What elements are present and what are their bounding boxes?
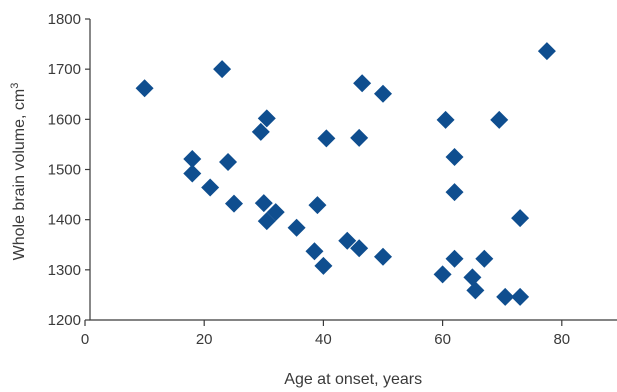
y-tick-label: 1400: [48, 212, 81, 229]
data-point: [219, 152, 238, 171]
x-axis-ticks: 0 20 40 60 80: [81, 320, 570, 348]
data-point: [305, 242, 324, 261]
y-tick-label: 1200: [48, 312, 81, 329]
data-point: [466, 281, 485, 300]
y-tick-label: 1300: [48, 262, 81, 279]
data-point: [183, 164, 202, 183]
y-tick-label: 1500: [48, 162, 81, 179]
x-tick-label: 40: [315, 331, 332, 348]
data-points: [135, 42, 556, 306]
data-point: [445, 183, 464, 202]
chart-axes-frame: [89, 19, 617, 321]
data-point: [266, 203, 285, 222]
data-point: [374, 84, 392, 103]
data-point: [445, 147, 464, 166]
data-point: [475, 249, 494, 268]
data-point: [463, 268, 482, 287]
data-point: [374, 247, 392, 266]
x-tick-label: 0: [81, 331, 89, 348]
data-point: [135, 79, 154, 98]
data-point: [433, 265, 452, 284]
data-point: [338, 231, 357, 250]
y-axis-label-text: Whole brain volume, cm: [11, 89, 28, 261]
data-point: [213, 60, 232, 79]
data-point: [257, 109, 276, 128]
data-point: [308, 196, 327, 215]
data-point: [511, 287, 530, 306]
y-axis-label: Whole brain volume, cm3: [9, 83, 28, 261]
data-point: [201, 178, 220, 197]
y-axis-label-superscript: 3: [9, 83, 21, 89]
data-point: [254, 194, 273, 213]
y-tick-label: 1700: [48, 61, 81, 78]
x-axis-label: Age at onset, years: [284, 371, 422, 388]
y-tick-label: 1600: [48, 111, 81, 128]
data-point: [287, 218, 306, 237]
data-point: [445, 249, 464, 268]
data-point: [251, 122, 270, 141]
data-point: [490, 110, 509, 129]
data-point: [496, 287, 515, 306]
data-point: [314, 256, 333, 275]
data-point: [225, 194, 243, 213]
axes: [89, 19, 617, 321]
data-point: [353, 74, 372, 93]
data-point: [350, 128, 369, 147]
data-point: [317, 129, 336, 148]
x-tick-label: 20: [196, 331, 213, 348]
data-point: [537, 42, 556, 61]
data-point: [183, 149, 202, 168]
data-point: [350, 239, 369, 258]
x-tick-label: 80: [553, 331, 570, 348]
y-axis-ticks: 1200 1300 1400 1500 1600 1700 1800: [48, 11, 90, 329]
data-point: [436, 110, 455, 129]
data-point: [511, 209, 530, 228]
y-tick-label: 1800: [48, 11, 81, 28]
x-tick-label: 60: [434, 331, 451, 348]
